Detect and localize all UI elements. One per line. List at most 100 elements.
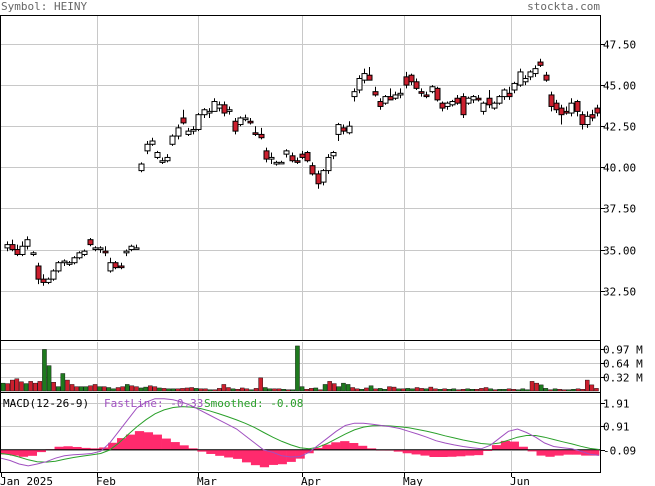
macd-histogram-bar — [197, 449, 207, 452]
volume-bar — [304, 389, 309, 392]
candle-body — [252, 132, 259, 135]
candle-body — [315, 173, 322, 185]
candle-body — [408, 74, 415, 83]
volume-bar — [60, 373, 66, 392]
volume-bar — [318, 389, 323, 392]
volume-bar — [350, 387, 355, 392]
candle-body — [221, 104, 228, 114]
candle-body — [465, 97, 472, 104]
candle-body — [387, 96, 394, 101]
volume-bar — [14, 378, 20, 392]
candle-body — [159, 160, 166, 163]
volume-bar — [424, 388, 429, 392]
volume-bar — [345, 384, 351, 392]
candle-body — [574, 101, 581, 112]
candle-body — [522, 77, 529, 83]
candle-body — [185, 130, 192, 135]
candle-body — [216, 104, 223, 109]
candle-body — [444, 102, 451, 107]
macd-histogram-bar — [36, 449, 46, 453]
candle-body — [9, 244, 16, 251]
volume-bar — [391, 386, 397, 392]
candle-body — [40, 278, 47, 283]
macd-histogram-bar — [179, 445, 189, 450]
candle-body — [429, 86, 436, 93]
volume-bar — [193, 388, 199, 392]
macd-histogram-bar — [90, 448, 100, 450]
candle-body — [4, 244, 11, 249]
volume-bar — [511, 389, 516, 392]
volume-bar — [0, 382, 6, 392]
volume-tick-label: 0.64 M — [603, 358, 643, 371]
candle-body — [361, 73, 368, 81]
volume-bar — [46, 365, 52, 392]
volume-bar — [249, 389, 254, 392]
macd-histogram-bar — [313, 447, 323, 450]
candle-body — [304, 152, 311, 162]
macd-tick-label: -0.09 — [603, 445, 636, 458]
volume-bar — [88, 385, 93, 392]
candle-body — [118, 265, 125, 269]
volume-bar — [488, 388, 493, 392]
volume-bar — [226, 387, 231, 392]
price-tick-label: 37.50 — [603, 203, 636, 216]
macd-histogram-bar — [349, 443, 359, 450]
volume-bar — [387, 386, 392, 392]
volume-bar — [373, 388, 378, 392]
volume-bar — [239, 387, 245, 392]
volume-bar — [341, 382, 346, 392]
macd-lines — [0, 398, 600, 467]
volume-bar — [589, 384, 595, 392]
candle-body — [273, 161, 280, 165]
candle-body — [61, 260, 68, 264]
candle-body — [226, 109, 233, 112]
volume-bar — [378, 388, 383, 392]
macd-histogram-bar — [233, 449, 243, 459]
volume-bar — [216, 388, 222, 392]
macd-histogram-bar — [188, 448, 198, 450]
volume-bar — [92, 384, 98, 392]
volume-bar — [124, 384, 130, 392]
macd-histogram-bar — [268, 449, 278, 465]
volume-bar — [539, 384, 544, 392]
macd-histogram-bar — [27, 449, 38, 456]
candle-body — [164, 156, 171, 162]
volume-bar — [456, 389, 461, 392]
volume-bar — [470, 389, 475, 392]
volume-bar — [9, 379, 15, 392]
volume-bar — [166, 388, 171, 392]
candle-body — [112, 262, 119, 269]
volume-bar — [295, 345, 300, 392]
volume-bar — [33, 382, 38, 392]
volume-bar — [74, 386, 79, 392]
macd-histogram-bar — [590, 449, 600, 456]
macd-histogram-bar — [134, 431, 145, 450]
candle-body — [418, 91, 425, 94]
candle-body — [413, 81, 420, 89]
volume-bar — [198, 388, 204, 392]
volume-panel-frame — [0, 340, 601, 393]
candle-body — [138, 163, 145, 172]
candle-body — [372, 91, 379, 96]
volume-bar — [506, 388, 512, 392]
candle-body — [434, 87, 441, 101]
candle-body — [511, 82, 518, 91]
candle-body — [180, 117, 187, 124]
candle-body — [475, 97, 482, 101]
candle-body — [491, 102, 498, 109]
macd-histogram-bar — [465, 449, 475, 456]
macd-histogram-bar — [456, 449, 466, 457]
candle-body — [81, 250, 88, 255]
volume-bar — [23, 383, 29, 392]
volume-bar — [170, 388, 176, 392]
volume-bar — [56, 386, 61, 392]
candle-body — [50, 270, 57, 280]
volume-bar — [129, 385, 135, 392]
candle-body — [30, 252, 37, 255]
candle-body — [548, 94, 555, 107]
volume-bar — [332, 383, 337, 392]
x-tick-label: May — [403, 475, 423, 486]
x-tick-label: Jan 2025 — [0, 475, 53, 486]
macd-histogram-bar — [509, 441, 519, 450]
